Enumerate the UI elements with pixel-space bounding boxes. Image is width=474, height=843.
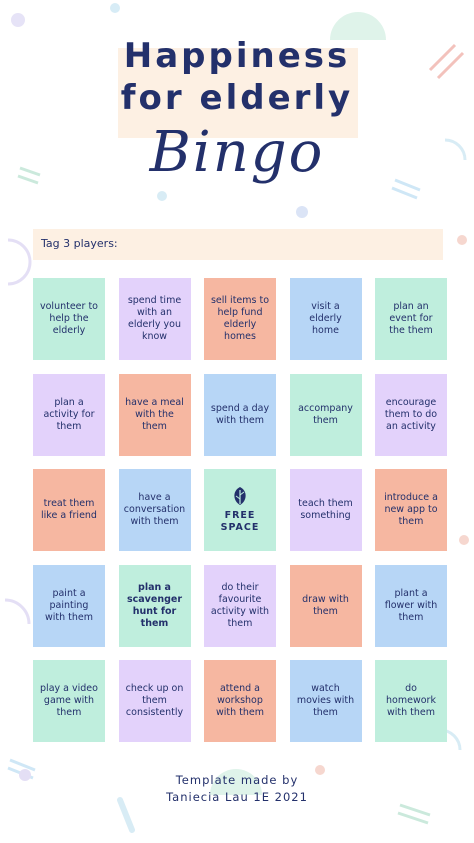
tag-players-label: Tag 3 players: [41, 237, 118, 250]
bingo-cell: FREE SPACE [204, 469, 276, 551]
bingo-cell: do homework with them [375, 660, 447, 742]
bingo-cell: attend a workshop with them [204, 660, 276, 742]
bingo-cell: plan a scavenger hunt for them [118, 564, 191, 647]
bingo-cell-label: accompany them [298, 402, 353, 426]
bingo-cell-label: have a conversation with them [123, 492, 186, 527]
bingo-cell-label: visit a elderly home [309, 301, 342, 336]
bingo-cell-label: have a meal with the them [125, 396, 184, 432]
bingo-cell-label: plant a flower with them [384, 587, 438, 623]
title-highlight-band [118, 48, 358, 138]
bingo-cell: watch movies with them [289, 660, 362, 742]
bingo-cell: encourage them to do an activity [375, 373, 447, 456]
title-line-happiness: Happiness [123, 36, 351, 76]
bingo-cell: check up on them consistently [118, 660, 191, 742]
bingo-cell-label: plan a scavenger hunt for them [126, 581, 183, 629]
bingo-cell-label: paint a painting with them [44, 587, 94, 623]
bingo-cell: teach them something [289, 469, 362, 551]
bingo-cell-label: check up on them consistently [125, 683, 184, 718]
bingo-cell-label: teach them something [298, 498, 353, 521]
bingo-cell: introduce a new app to them [375, 469, 447, 551]
bingo-cell-label: attend a workshop with them [215, 683, 265, 718]
bingo-cell: have a meal with the them [118, 373, 191, 456]
title-bingo: Bingo [149, 120, 325, 185]
bingo-grid: volunteer to help the elderly spend time … [33, 278, 447, 742]
bingo-cell: draw with them [289, 564, 362, 647]
bingo-cell-label: plan an event for the them [389, 301, 433, 336]
bingo-cell-label: spend time with an elderly you know [127, 295, 182, 342]
bingo-cell: plant a flower with them [375, 564, 447, 647]
bingo-cell-label: play a video game with them [40, 683, 98, 718]
bingo-cell-label: watch movies with them [296, 683, 355, 718]
bingo-cell: treat them like a friend [33, 469, 105, 551]
bingo-cell-label: do homework with them [386, 683, 436, 718]
bingo-cell: sell items to help fund elderly homes [204, 278, 276, 360]
bingo-cell: visit a elderly home [289, 278, 362, 360]
bingo-cell: volunteer to help the elderly [33, 278, 105, 360]
bingo-cell: spend time with an elderly you know [118, 278, 191, 360]
bingo-cell: have a conversation with them [118, 469, 191, 551]
bingo-cell: spend a day with them [204, 373, 276, 456]
footer-credit-line1: Template made by [175, 773, 299, 787]
bingo-cell: paint a painting with them [33, 564, 105, 647]
bingo-cell-label: treat them like a friend [41, 498, 97, 521]
bingo-cell-label: introduce a new app to them [384, 492, 438, 527]
bingo-cell: plan an event for the them [375, 278, 447, 360]
leaf-icon [234, 487, 246, 505]
bingo-cell-label: spend a day with them [210, 402, 270, 426]
bingo-cell-label: draw with them [302, 593, 349, 617]
bingo-cell-label: sell items to help fund elderly homes [210, 295, 270, 342]
bingo-cell-label: plan a activity for them [43, 396, 95, 432]
footer-credit-line2: Taniecia Lau 1E 2021 [166, 790, 308, 804]
bingo-cell: do their favourite activity with them [204, 564, 276, 647]
bingo-cell-label: encourage them to do an activity [384, 396, 438, 432]
free-space: FREE SPACE [220, 486, 260, 534]
title-line-for-elderly: for elderly [120, 78, 354, 118]
tag-players-bar: Tag 3 players: [33, 229, 443, 260]
bingo-cell: accompany them [289, 373, 362, 456]
bingo-cell: play a video game with them [33, 660, 105, 742]
free-space-label: FREE SPACE [220, 510, 260, 533]
bingo-cell: plan a activity for them [33, 373, 105, 456]
bingo-cell-label: volunteer to help the elderly [40, 301, 98, 336]
bingo-cell-label: do their favourite activity with them [210, 581, 270, 629]
